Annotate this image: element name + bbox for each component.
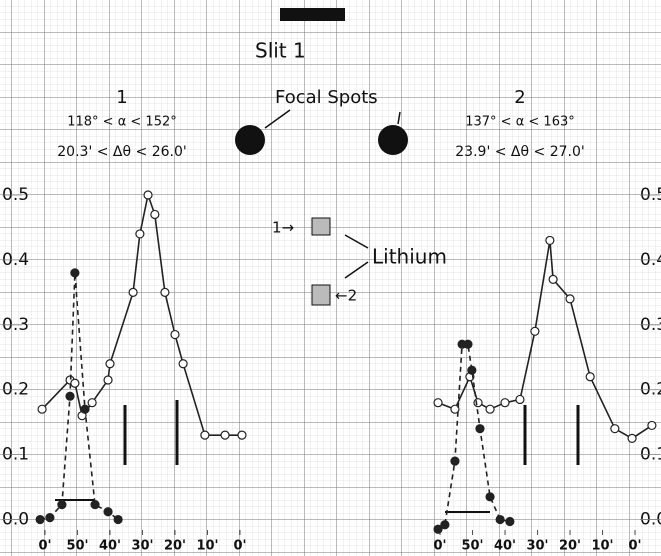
data-point (136, 230, 144, 238)
data-point (46, 514, 54, 522)
data-point (451, 457, 459, 465)
data-point (486, 405, 494, 413)
data-point (506, 517, 514, 525)
data-point (648, 421, 656, 429)
target-label: 1→ (272, 219, 294, 237)
data-point (501, 399, 509, 407)
data-point (104, 508, 112, 516)
data-point (476, 425, 484, 433)
data-point (88, 399, 96, 407)
x-tick-label: 40' (99, 539, 121, 554)
data-point (238, 431, 246, 439)
data-point (71, 379, 79, 387)
lithium-target (312, 285, 330, 305)
x-tick-label: 0' (628, 539, 641, 554)
data-point (201, 431, 209, 439)
tape (280, 8, 345, 21)
data-point (531, 327, 539, 335)
data-point (486, 493, 494, 501)
data-point (546, 236, 554, 244)
data-point (91, 501, 99, 509)
slit-label: Slit 1 (255, 39, 306, 63)
data-point (566, 295, 574, 303)
data-point (81, 405, 89, 413)
data-point (179, 360, 187, 368)
data-point (434, 399, 442, 407)
data-point (151, 210, 159, 218)
lithium-target (312, 218, 330, 235)
data-point (104, 376, 112, 384)
data-point (586, 373, 594, 381)
x-tick-label: 0' (38, 539, 51, 554)
x-tick-label: 0' (233, 539, 246, 554)
x-tick-label: 50' (66, 539, 88, 554)
data-point (611, 425, 619, 433)
panel-subtitle: 137° < α < 163° (465, 115, 575, 130)
panel-annotation: 20.3' < Δθ < 26.0' (57, 144, 186, 160)
x-tick-label: 50' (461, 539, 483, 554)
data-point (58, 501, 66, 509)
data-point (464, 340, 472, 348)
x-tick-label: 30' (131, 539, 153, 554)
focal-spot (378, 125, 408, 155)
focal-spot (235, 125, 265, 155)
x-tick-label: 40' (494, 539, 516, 554)
lithium-label: Lithium (372, 245, 447, 269)
figure: Slit 1 Focal Spots 1→ ←2 Lithium 1 118° <… (0, 0, 661, 556)
data-point (161, 288, 169, 296)
data-point (106, 360, 114, 368)
data-point (549, 275, 557, 283)
panel-title: 2 (514, 87, 525, 108)
x-tick-label: 20' (559, 539, 581, 554)
panel-annotation: 23.9' < Δθ < 27.0' (455, 144, 584, 160)
data-point (129, 288, 137, 296)
data-point (38, 405, 46, 413)
data-point (144, 191, 152, 199)
data-point (171, 331, 179, 339)
data-point (468, 366, 476, 374)
panel-title: 1 (116, 87, 127, 108)
x-tick-label: 0' (433, 539, 446, 554)
data-point (66, 392, 74, 400)
x-tick-label: 20' (164, 539, 186, 554)
graph-paper (0, 0, 661, 556)
data-point (474, 399, 482, 407)
focal-spots-label: Focal Spots (275, 87, 378, 108)
panel-subtitle: 118° < α < 152° (67, 115, 177, 130)
data-point (628, 434, 636, 442)
x-tick-label: 30' (526, 539, 548, 554)
data-point (114, 516, 122, 524)
data-point (496, 516, 504, 524)
data-point (516, 395, 524, 403)
x-tick-label: 10' (196, 539, 218, 554)
data-point (441, 521, 449, 529)
data-point (221, 431, 229, 439)
x-tick-label: 10' (591, 539, 613, 554)
data-point (71, 269, 79, 277)
data-point (36, 516, 44, 524)
target-label: ←2 (335, 287, 357, 305)
